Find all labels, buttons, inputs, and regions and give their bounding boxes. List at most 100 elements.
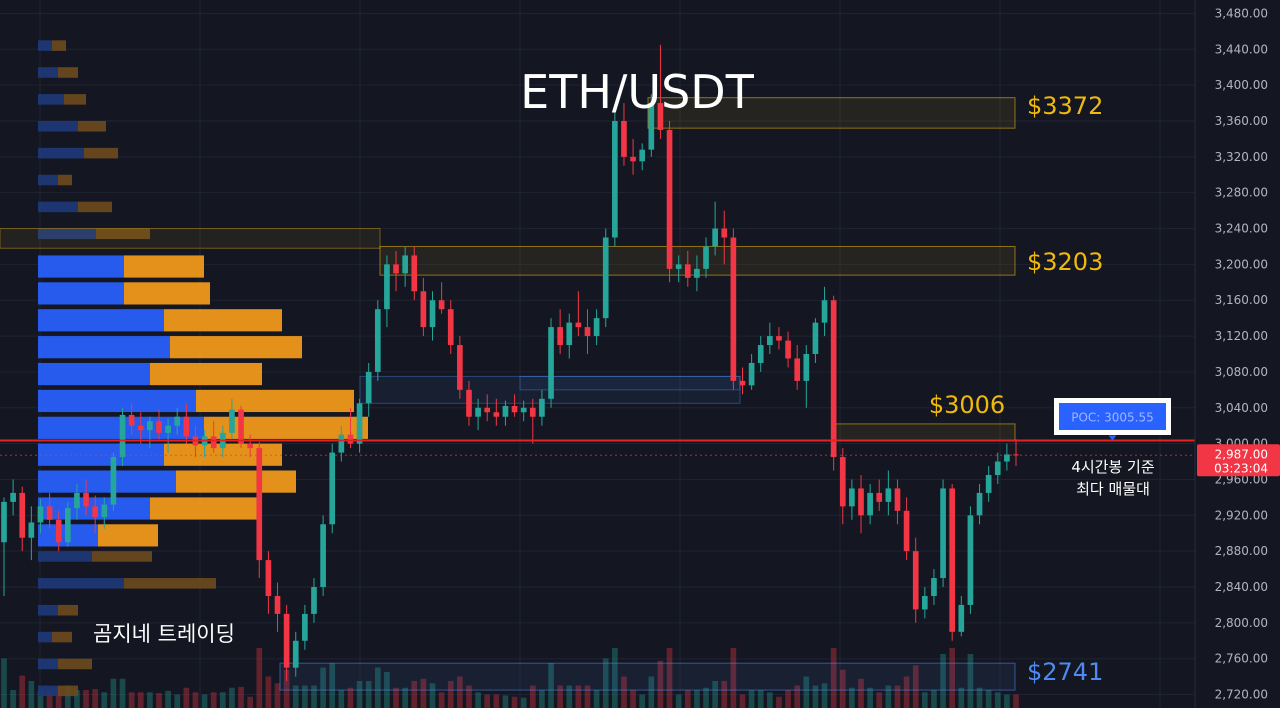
candle-body [329,452,336,525]
volume-bar [575,685,582,708]
volume-bar [529,685,536,708]
profile-sell-bar [78,201,112,213]
profile-sell-bar [164,309,282,332]
candle-body [575,322,582,328]
volume-bar [903,676,910,708]
volume-bar [612,648,618,708]
candle-body [374,309,381,372]
candle-body [420,291,427,328]
volume-bar [639,694,646,708]
volume-bar [976,687,983,708]
profile-buy-bar [38,470,176,493]
price-tick-label: 3,360.00 [1215,114,1268,128]
volume-bar [867,687,873,708]
candle-body [903,510,910,552]
price-tick-label: 2,920.00 [1215,508,1268,522]
poc-note-line1: 4시간봉 기준 [1071,458,1155,476]
candle-body [548,327,554,399]
volume-bar [265,676,272,708]
volume-bar [666,648,673,708]
volume-bar [1,658,7,708]
volume-bar [630,690,636,708]
level-zone [835,423,1016,442]
level-label: $2741 [1027,658,1103,686]
volume-bar [721,681,728,708]
poc-pointer [1108,435,1117,441]
price-axis[interactable]: 3,480.00 3,440.00 3,400.00 3,360.00 3,320.00… [1194,0,1280,708]
volume-bar [320,667,326,708]
volume-bar [794,685,801,708]
candle-body [566,322,573,346]
candle-body [721,228,728,238]
candle-body [776,336,782,341]
profile-buy-bar [38,94,64,105]
candle-body [985,474,992,493]
price-tick-label: 3,480.00 [1215,6,1268,20]
volume-bar [374,667,381,708]
volume-bar [302,685,308,708]
current-price-badge [1197,444,1280,477]
volume-bar [283,669,290,708]
candle-body [247,443,253,449]
candle-body [429,300,436,328]
candle-body [602,237,609,319]
profile-buy-bar [38,336,170,359]
volume-bar [757,690,764,708]
candle-body [976,492,983,516]
profile-sell-bar [150,497,258,520]
candle-body [931,578,937,596]
volume-bar [502,695,509,708]
candle-body [967,515,974,605]
candle-body [83,492,89,507]
level-label: $3006 [929,391,1005,419]
chart-title: ETH/USDT [520,65,755,119]
volume-bar [210,692,217,708]
candle-body [466,389,472,417]
candle-body [703,246,709,269]
price-tick-label: 2,720.00 [1215,688,1268,702]
candle-body [238,409,244,444]
candle-body [748,362,755,386]
level-label: $3203 [1027,248,1103,276]
volume-bar [493,694,500,708]
volume-bar [985,690,992,708]
profile-buy-bar [38,389,196,413]
candle-body [292,640,299,668]
volume-bar [593,690,600,708]
profile-sell-bar [84,147,118,159]
price-axis-background [1195,0,1280,708]
profile-sell-bar [124,578,216,589]
profile-buy-bar [38,174,58,186]
candle-body [785,340,791,359]
profile-buy-bar [38,604,58,616]
candle-body [940,488,946,579]
profile-sell-bar [52,631,72,643]
candle-body [666,129,673,269]
volume-bar [694,690,700,708]
profile-sell-bar [204,416,368,439]
volume-bar [55,687,62,708]
price-tick-label: 3,280.00 [1215,186,1268,200]
candle-body [912,551,919,610]
volume-bar [958,687,965,708]
profile-sell-bar [58,604,78,616]
volume-bar [292,685,299,708]
price-tick-label: 3,160.00 [1215,293,1268,307]
volume-bar [812,685,819,708]
candle-body [256,448,263,561]
candle-body [794,358,801,381]
volume-bar [876,692,883,708]
volume-bar [238,686,244,708]
candle-body [529,407,536,417]
candle-body [593,318,600,337]
candle-body [128,414,135,426]
volume-bar [201,694,208,708]
candle-body [393,264,399,274]
candle-body [994,461,1001,475]
volume-bar [411,681,418,708]
volume-bar [466,685,472,708]
candle-body [830,300,837,458]
volume-bar [119,678,126,708]
candle-body [894,488,901,511]
